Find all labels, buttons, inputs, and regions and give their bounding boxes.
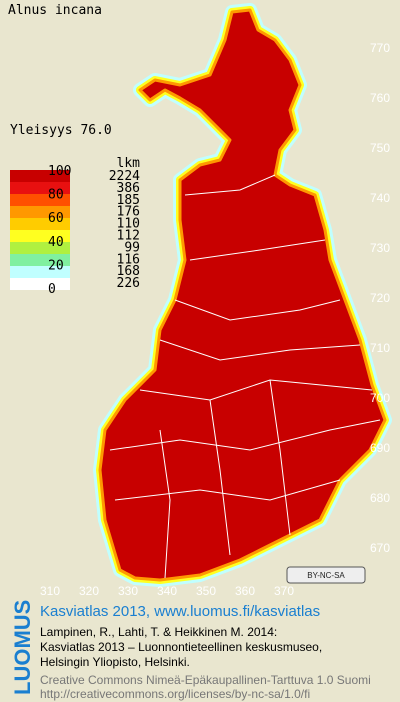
legend-count: 99 — [124, 240, 140, 255]
x-grid-label: 340 — [157, 584, 177, 598]
legend-count: 112 — [117, 229, 140, 244]
legend-swatch — [10, 230, 70, 242]
legend-scale-label: 20 — [48, 258, 64, 273]
legend-swatch — [10, 194, 70, 206]
count-header: lkm — [117, 156, 141, 171]
region-border — [174, 299, 341, 321]
logo: LUOMUS — [10, 600, 35, 695]
legend-swatch — [10, 206, 70, 218]
x-grid-label: 360 — [235, 584, 255, 598]
legend-count: 2224 — [109, 169, 140, 184]
region-border — [269, 379, 291, 536]
frequency: Yleisyys 76.0 — [10, 123, 112, 138]
license-badge-text: BY-NC-SA — [307, 571, 345, 580]
region-borders — [109, 174, 381, 579]
x-grid-label: 320 — [79, 584, 99, 598]
region-border — [209, 399, 231, 556]
finland-map: BY-NC-SA — [93, 3, 392, 587]
legend-swatch — [10, 182, 70, 194]
legend-swatch — [10, 218, 70, 230]
y-grid-label: 760 — [370, 91, 390, 105]
legend-count: 116 — [117, 252, 140, 267]
legend-swatch — [10, 170, 70, 182]
legend-count: 226 — [117, 276, 140, 291]
y-grid-label: 670 — [370, 541, 390, 555]
y-grid-label: 700 — [370, 391, 390, 405]
region-border — [109, 419, 381, 451]
legend-count: 176 — [117, 205, 140, 220]
map-area — [98, 8, 387, 582]
legend-scale-label: 0 — [48, 282, 56, 297]
legend-count: 185 — [117, 193, 140, 208]
citation-line: Kasviatlas 2013 – Luonnontieteellinen ke… — [40, 640, 322, 654]
legend-scale-label: 40 — [48, 235, 64, 250]
legend-swatch — [10, 266, 70, 278]
region-border — [159, 339, 361, 361]
region-border — [189, 239, 326, 261]
citation-line: Lampinen, R., Lahti, T. & Heikkinen M. 2… — [40, 625, 277, 639]
y-grid-label: 720 — [370, 291, 390, 305]
y-grid-label: 680 — [370, 491, 390, 505]
x-grid-label: 330 — [118, 584, 138, 598]
x-grid-label: 350 — [196, 584, 216, 598]
x-grid-label: 310 — [40, 584, 60, 598]
license-line: Creative Commons Nimeä-Epäkaupallinen-Ta… — [40, 673, 371, 687]
legend-count: 110 — [117, 217, 140, 232]
license-line: http://creativecommons.org/licenses/by-n… — [40, 687, 310, 701]
legend-scale-label: 100 — [48, 164, 71, 179]
citation-line: Helsingin Yliopisto, Helsinki. — [40, 655, 190, 669]
legend-swatch — [10, 278, 70, 290]
y-grid-label: 750 — [370, 141, 390, 155]
atlas-link: Kasviatlas 2013, www.luomus.fi/kasviatla… — [40, 603, 320, 620]
license-badge — [286, 566, 366, 584]
species-title: Alnus incana — [8, 3, 102, 18]
region-border — [114, 479, 341, 501]
footer: Lampinen, R., Lahti, T. & Heikkinen M. 2… — [40, 625, 371, 701]
region-border — [184, 174, 276, 196]
y-grid-label: 730 — [370, 241, 390, 255]
legend-scale-label: 80 — [48, 188, 64, 203]
region-border — [159, 429, 171, 579]
y-grid-label: 710 — [370, 341, 390, 355]
x-grid-label: 370 — [274, 584, 294, 598]
legend-swatch — [10, 242, 70, 254]
legend-scale-label: 60 — [48, 211, 64, 226]
legend-swatch — [10, 254, 70, 266]
grid-labels: 770 760 750 740 730 720 710 700 690 680 670 310 320 3… — [40, 41, 390, 598]
legend-count: 386 — [117, 181, 140, 196]
y-grid-label: 690 — [370, 441, 390, 455]
region-border — [139, 379, 373, 401]
y-grid-label: 740 — [370, 191, 390, 205]
y-grid-label: 770 — [370, 41, 390, 55]
legend-count: 168 — [117, 264, 140, 279]
